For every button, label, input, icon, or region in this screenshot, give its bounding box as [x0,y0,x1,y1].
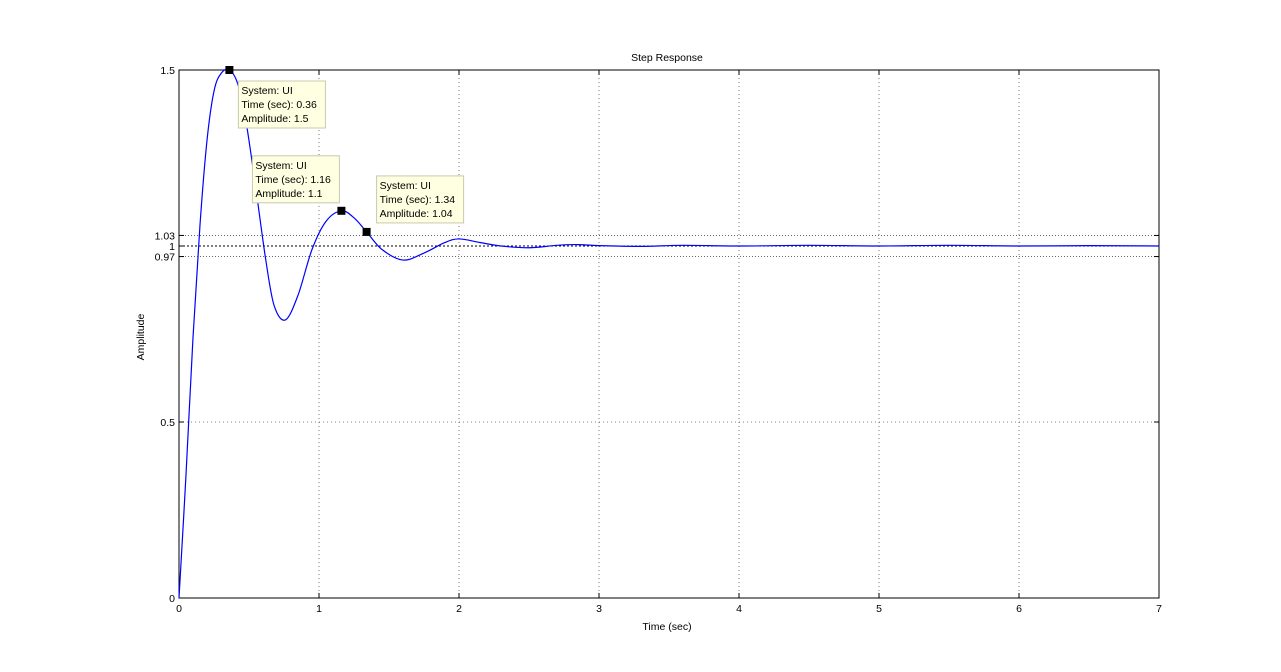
datatip-box [251,155,340,204]
datatip-text: System: UI [380,180,431,192]
x-tick-label: 4 [736,603,742,615]
datatip-text: Amplitude: 1.04 [380,208,453,220]
datatip-text: System: UI [255,160,306,172]
y-tick-label: 0.5 [160,417,175,429]
x-tick-label: 5 [876,603,882,615]
datatip-text: Time (sec): 0.36 [241,99,317,111]
plot-area [179,70,1159,598]
datatip-text: Time (sec): 1.34 [380,194,456,206]
datatips: System: UI Time (sec): 0.36 Amplitude: 1.5… [225,66,465,236]
x-axis-label: Time (sec) [642,621,691,633]
x-tick-label: 6 [1016,603,1022,615]
datatip-box [376,175,465,224]
plot-frame [178,69,1160,599]
datatip-text: Time (sec): 1.16 [255,174,331,186]
x-tick-label: 7 [1156,603,1162,615]
y-tick-label: 1.03 [155,230,176,242]
y-tick-label: 0 [169,593,175,605]
datatip-marker[interactable] [337,206,346,215]
datatip-text: Amplitude: 1.1 [255,188,322,200]
chart-title: Step Response [631,52,703,64]
y-axis-label: Amplitude [135,314,147,361]
datatip[interactable]: System: UI Time (sec): 0.36 Amplitude: 1.5 [225,66,326,129]
y-tick-label: 1.5 [160,65,175,77]
datatip[interactable]: System: UI Time (sec): 1.16 Amplitude: 1.1 [251,155,346,215]
x-tick-label: 0 [176,603,182,615]
x-tick-label: 1 [316,603,322,615]
datatip-marker[interactable] [362,227,371,236]
x-tick-label: 2 [456,603,462,615]
datatip-text: Amplitude: 1.5 [241,113,308,125]
y-tick-label: 0.97 [155,252,176,264]
y-tick-label: 1 [169,241,175,253]
datatip-marker[interactable] [225,66,234,74]
datatip-text: System: UI [241,85,292,97]
x-tick-label: 3 [596,603,602,615]
datatip[interactable]: System: UI Time (sec): 1.34 Amplitude: 1.0… [362,175,465,236]
datatip-box [237,80,326,129]
